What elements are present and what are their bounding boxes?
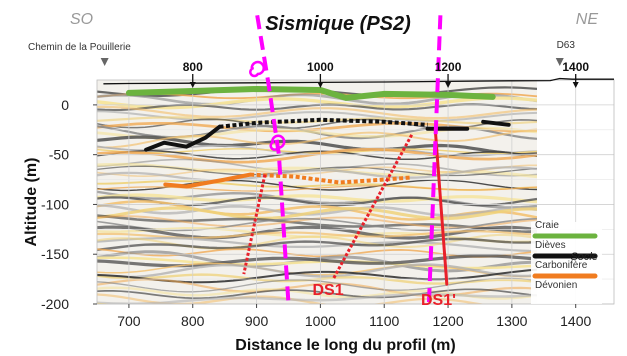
seismic-reflector [97,237,537,253]
y-tick-label: 0 [61,97,69,113]
series-line-carbonifre-5 [163,172,253,189]
y-tick-label: -200 [41,296,69,312]
horizons-and-faults [125,86,511,286]
profile-trace-line-0 [255,14,291,304]
seismic-reflector [97,96,537,110]
place-label: Chemin de la Pouillerie [28,42,131,53]
profile-mark-label: 1400 [562,60,589,74]
seismic-reflector [97,105,537,120]
seismic-reflector [97,193,537,204]
ground-surface-line [103,77,614,85]
seismic-reflector [97,277,537,293]
series-line-ds1-7 [242,174,267,275]
y-tick-label: -100 [41,196,69,212]
x-tick-label: 1000 [305,313,336,329]
legend-label: Carbonifère [535,260,588,271]
seismic-reflector [97,147,537,164]
x-tick-label: 700 [117,313,141,329]
annotation-ds1: DS1' [421,292,456,309]
arrow-down-icon [445,82,452,88]
arrow-down-icon [317,82,324,88]
axes: 700 800 900 1000 1100 1200 1300 1400 0 -50 -100 -15… [23,97,591,354]
seismic-reflector [97,165,537,177]
seismic-reflector [97,150,537,161]
y-axis-label: Altitude (m) [23,158,40,247]
profile-curl-icon [269,134,286,151]
seismic-profile-trace [249,14,443,304]
series-line-dives-1 [219,117,428,129]
arrow-down-icon [189,82,196,88]
seismic-reflector [97,288,537,300]
series-line-dives-2 [144,124,222,152]
seismic-reflector [97,203,537,217]
x-tick-label: 900 [245,313,269,329]
profile-mark-label: 1000 [307,60,334,74]
seismic-reflector [97,135,537,156]
profile-trace-group [255,14,443,304]
x-tick-label: 1200 [432,313,463,329]
chart-text: Sismique (PS2) SO NE Chemin de la Pouilleri… [28,11,598,309]
x-tick-label: 1300 [496,313,527,329]
surface-profile [103,77,614,85]
seismic-reflector [97,206,537,221]
profile-mark-label: 800 [183,60,203,74]
seismic-reflector [97,254,537,268]
series-line-ds1-8 [331,134,414,280]
annotation-ds1: DS1 [312,282,343,299]
seismic-reflector [97,166,537,182]
chart-title: Sismique (PS2) [265,13,411,35]
arrow-down-icon [572,82,579,88]
x-axis-label: Distance le long du profil (m) [235,337,455,354]
y-tick-label: -150 [41,246,69,262]
profile-mark-label: 1200 [435,60,462,74]
y-tick-label: -50 [49,147,69,163]
x-tick-label: 1400 [560,313,591,329]
seismic-reflector [97,263,537,279]
seismic-texture [97,75,537,304]
series-line-carbonifre-6 [250,172,410,185]
seismic-section-background [97,75,537,304]
seismic-reflector [97,278,537,298]
above-ground-mask [97,75,537,79]
place-label: D63 [557,40,576,51]
series-line-craie-0 [125,86,496,101]
orientation-left: SO [70,11,93,28]
seismic-reflector [97,237,537,251]
seismic-reflector [97,185,537,192]
seismic-reflector [97,214,537,234]
plot-frame [96,79,615,305]
profile-trace-line-1 [426,15,443,304]
place-marker-icon [555,58,564,66]
legend: Craie Dièves Carbonifère Dévonien [531,220,602,304]
legend-label: Dièves [535,240,566,251]
seismic-reflector [97,128,537,149]
legend-label: Dévonien [535,280,577,291]
seismic-reflector [97,262,537,278]
x-tick-label: 800 [181,313,205,329]
x-tick-label: 1100 [369,313,399,329]
profile-curl-icon [249,60,265,78]
series-line-ds1-9 [433,128,449,286]
seismic-reflector [97,217,537,232]
seismic-reflector [97,292,537,304]
orientation-right: NE [576,11,599,28]
series-line-dives-4 [481,119,511,127]
annotation-socle: Socle [570,251,598,263]
legend-label: Craie [535,220,559,231]
place-marker-icon [100,58,109,66]
